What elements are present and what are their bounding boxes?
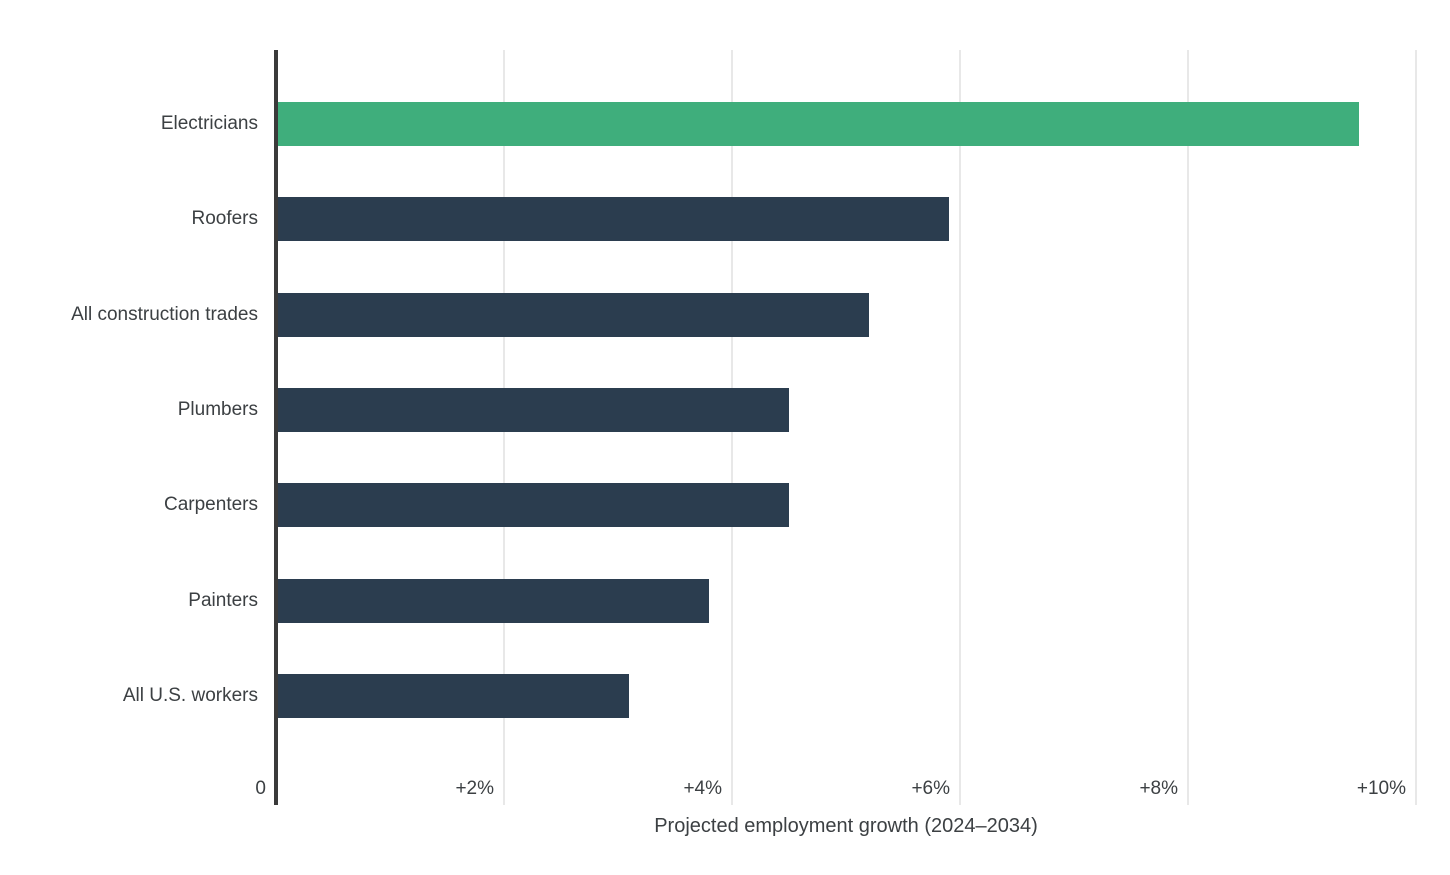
gridline <box>1415 50 1417 805</box>
category-label: Electricians <box>160 113 258 134</box>
bar <box>276 673 630 718</box>
category-label: Carpenters <box>164 494 258 516</box>
gridline <box>1187 50 1189 805</box>
x-tick-label: 0 <box>255 778 266 799</box>
bar <box>276 292 869 337</box>
category-label: All construction trades <box>71 303 258 325</box>
y-axis-line <box>274 50 278 805</box>
bar <box>276 578 710 623</box>
category-label: All U.S. workers <box>122 684 258 706</box>
x-tick-label: +4% <box>683 778 722 799</box>
bar <box>276 483 789 528</box>
x-tick-label: +10% <box>1356 778 1406 799</box>
x-tick-label: +8% <box>1139 778 1178 799</box>
bar <box>276 102 1359 146</box>
x-tick-label: +6% <box>911 778 950 799</box>
gridline <box>959 50 961 805</box>
bar <box>276 197 949 242</box>
category-label: Plumbers <box>177 398 258 420</box>
bar <box>276 387 789 432</box>
x-axis-title: Projected employment growth (2024–2034) <box>654 815 1038 837</box>
category-label: Painters <box>188 589 258 611</box>
x-tick-label: +2% <box>455 778 494 799</box>
category-label: Roofers <box>191 208 258 230</box>
